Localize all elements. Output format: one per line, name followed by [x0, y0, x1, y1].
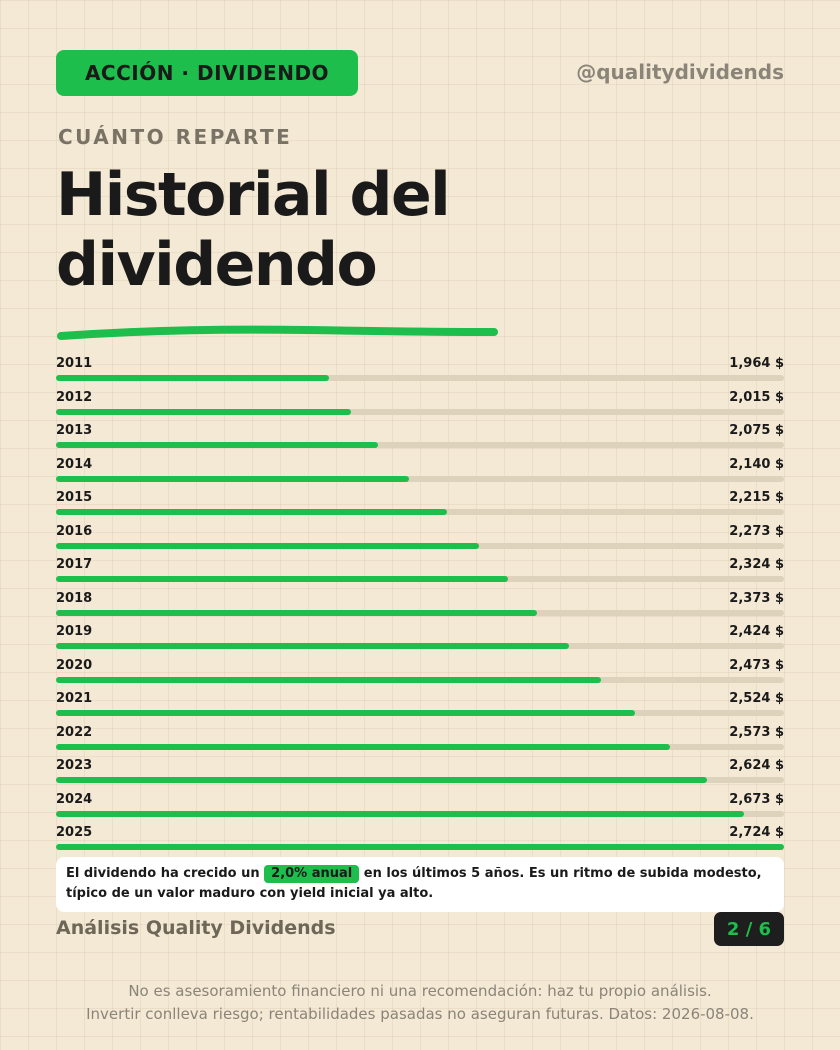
dividend-bar	[56, 576, 508, 582]
title-underline	[57, 325, 498, 340]
bar-track	[56, 475, 784, 482]
year-label: 2016	[56, 523, 93, 539]
category-tag: ACCIÓN · DIVIDENDO	[56, 50, 358, 96]
dividend-value-label: 2,424 $	[729, 624, 784, 639]
dividend-value-label: 2,573 $	[729, 724, 784, 740]
bar-track	[56, 408, 784, 415]
disclaimer: No es asesoramiento financiero ni una re…	[20, 980, 820, 1026]
dividend-bar	[56, 844, 784, 850]
dividend-bar	[56, 743, 670, 750]
year-label: 2019	[56, 624, 93, 639]
dividend-bar	[56, 408, 351, 415]
year-label: 2021	[56, 691, 93, 706]
dividend-value-label: 2,473 $	[729, 657, 784, 673]
year-label: 2013	[56, 423, 93, 438]
dividend-value-label: 2,324 $	[729, 557, 784, 572]
dividend-bar	[56, 676, 601, 683]
dividend-bar	[56, 475, 409, 482]
year-label: 2011	[56, 356, 93, 371]
dividend-value-label: 2,724 $	[729, 825, 784, 840]
dividend-bar	[56, 643, 569, 649]
dividend-value-label: 2,075 $	[729, 423, 784, 438]
growth-rate-badge: 2,0% anual	[264, 865, 360, 883]
dividend-value-label: 2,624 $	[729, 758, 784, 773]
disclaimer-line-2: Invertir conlleva riesgo; rentabilidades…	[86, 1005, 754, 1023]
note-text-after: en los últimos 5 años. Es un ritmo de su…	[66, 866, 762, 901]
dividend-bar	[56, 375, 329, 381]
dividend-value-label: 2,373 $	[729, 590, 784, 606]
dividend-bar	[56, 810, 744, 817]
dividend-bar	[56, 777, 707, 783]
dividend-value-label: 2,673 $	[729, 791, 784, 807]
title-line-2: dividendo	[56, 230, 378, 300]
dividend-bar	[56, 509, 447, 515]
disclaimer-line-1: No es asesoramiento financiero ni una re…	[128, 982, 712, 1000]
note-text-before: El dividendo ha crecido un	[66, 866, 260, 881]
brand-name: Análisis Quality Dividends	[56, 917, 336, 939]
page-title: Historial del dividendo	[56, 160, 756, 300]
growth-note: El dividendo ha crecido un 2,0% anual en…	[56, 857, 784, 912]
title-line-1: Historial del	[56, 160, 451, 230]
dividend-value-label: 1,964 $	[729, 356, 784, 371]
dividend-bar	[56, 542, 479, 549]
year-label: 2023	[56, 758, 93, 773]
bar-track	[56, 442, 784, 448]
year-label: 2015	[56, 490, 93, 505]
year-label: 2020	[56, 657, 93, 673]
dividend-history-chart: 2011 1,964 $ 2012 2,015 $ 2013 2,075 $ 2014 2,1…	[56, 348, 784, 853]
bar-track	[56, 375, 784, 381]
year-label: 2025	[56, 825, 93, 840]
dividend-bar	[56, 609, 537, 616]
account-handle: @qualitydividends	[576, 60, 784, 84]
year-label: 2024	[56, 791, 93, 807]
year-label: 2018	[56, 590, 93, 606]
section-kicker: CUÁNTO REPARTE	[58, 125, 293, 149]
dividend-bar	[56, 710, 635, 716]
dividend-bar	[56, 442, 378, 448]
year-label: 2014	[56, 456, 93, 472]
year-label: 2017	[56, 557, 93, 572]
year-label: 2022	[56, 724, 93, 740]
year-label: 2012	[56, 389, 93, 405]
dividend-value-label: 2,140 $	[729, 456, 784, 472]
page-indicator: 2 / 6	[714, 912, 784, 946]
dividend-value-label: 2,215 $	[729, 490, 784, 505]
dividend-value-label: 2,015 $	[729, 389, 784, 405]
dividend-value-label: 2,524 $	[729, 691, 784, 706]
dividend-value-label: 2,273 $	[729, 523, 784, 539]
